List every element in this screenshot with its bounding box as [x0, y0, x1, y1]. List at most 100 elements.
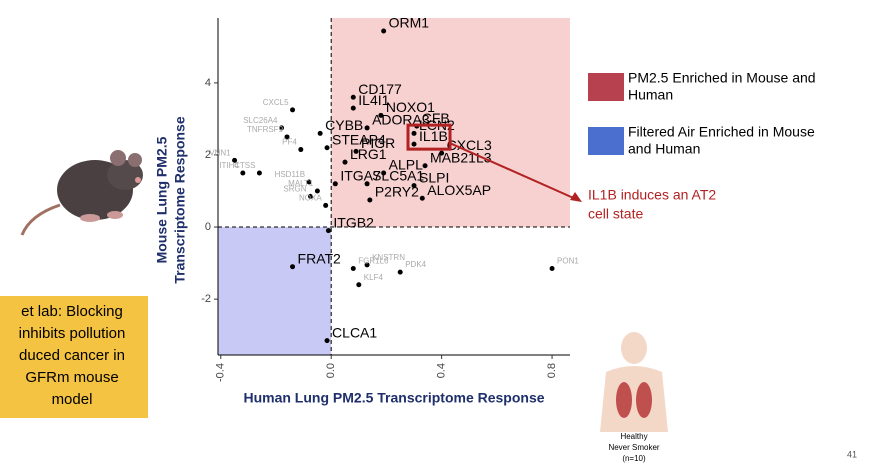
point: [364, 262, 370, 268]
point: [342, 159, 348, 165]
point: [240, 170, 246, 176]
point-label: CD177: [358, 81, 402, 97]
point-label: SRGN: [283, 185, 306, 194]
point: [278, 125, 284, 131]
point-label: PIGR: [361, 135, 395, 151]
point: [397, 269, 403, 275]
highlight-arrow: [449, 142, 579, 201]
point-label: TNFRSF9: [247, 125, 284, 134]
point: [306, 179, 312, 185]
point: [378, 112, 384, 118]
point: [332, 181, 338, 187]
point-label: CXCL5: [263, 98, 289, 107]
point: [324, 338, 330, 344]
annotation: IL1B induces an AT2: [588, 187, 716, 203]
point-label: ITIH4: [219, 161, 239, 170]
point: [356, 282, 362, 288]
point-label: ITGB2: [333, 214, 374, 230]
point-label: SLPI: [419, 169, 449, 185]
point-label: VNN1: [209, 148, 231, 157]
x-tick-label: -0.4: [215, 363, 227, 382]
point-label: PON1: [557, 257, 579, 266]
y-tick-label: -2: [201, 293, 211, 305]
x-tick-label: 0.4: [436, 363, 448, 378]
point: [290, 107, 296, 113]
legend-label: and Human: [628, 141, 700, 157]
point-label: KLF4: [364, 273, 384, 282]
point-label: NOXO1: [386, 99, 435, 115]
point: [350, 105, 356, 111]
legend-label: PM2.5 Enriched in Mouse and: [628, 70, 816, 86]
point: [381, 28, 387, 34]
point-label: LRG1: [350, 146, 387, 162]
point-label: ALPL: [389, 157, 423, 173]
y-axis-title: Transcriptome Response: [172, 116, 188, 283]
point-label: PDK4: [405, 260, 426, 269]
point-label: STEAP4: [332, 131, 386, 147]
point: [549, 265, 555, 271]
point-label: ITGA7: [340, 167, 381, 183]
side-box-text: model: [52, 391, 93, 408]
point-label: KNSTRN: [372, 253, 405, 262]
point: [325, 228, 331, 234]
person-caption: Never Smoker: [608, 443, 659, 452]
legend-label: Human: [628, 87, 673, 103]
legend-swatch: [588, 73, 624, 101]
point: [256, 170, 262, 176]
annotation: cell state: [588, 206, 643, 222]
point-label: SLC5A1: [372, 167, 424, 183]
mouse-icon: [20, 150, 143, 236]
point-label: ALOX5AP: [427, 182, 491, 198]
point-label: ADORA3: [372, 112, 430, 128]
point: [317, 130, 323, 136]
point: [298, 147, 304, 153]
point: [314, 188, 320, 194]
point: [324, 145, 330, 151]
point: [350, 94, 356, 100]
point-label: SLC26A4: [243, 116, 278, 125]
quadrant-pm25: [331, 18, 570, 228]
person-icon: [600, 332, 668, 432]
point-label: P2RY2: [375, 184, 419, 200]
point-label: FRAT2: [298, 250, 342, 266]
y-tick-label: 0: [205, 221, 211, 233]
side-box: [0, 296, 148, 418]
x-tick-label: 0.8: [546, 363, 558, 378]
legend-swatch: [588, 127, 624, 155]
point-label: CLCA1: [332, 324, 377, 340]
point-label: MALT1: [288, 179, 314, 188]
y-axis-title: Mouse Lung PM2.5: [154, 136, 170, 263]
point: [439, 150, 445, 156]
point: [284, 134, 290, 140]
person-caption: (n=10): [622, 454, 646, 463]
point: [419, 195, 425, 201]
y-tick-label: 2: [205, 149, 211, 161]
point-label: MAB21L3: [430, 149, 492, 165]
point: [364, 181, 370, 187]
point: [323, 202, 329, 208]
arrow-head: [570, 192, 582, 202]
side-box-text: GFRm mouse: [25, 369, 118, 386]
point: [307, 193, 313, 199]
point: [353, 148, 359, 154]
person-caption: Healthy: [620, 432, 647, 441]
side-box-text: inhibits pollution: [19, 325, 126, 342]
x-tick-label: 0.0: [325, 363, 337, 378]
point-label: PF4: [282, 138, 297, 147]
point: [381, 170, 387, 176]
point-label: FGR1L6: [358, 257, 389, 266]
point: [350, 265, 356, 271]
highlight-box: [406, 123, 452, 151]
quadrant-filtered: [218, 227, 332, 355]
point: [411, 141, 417, 147]
legend-label: Filtered Air Enriched in Mouse: [628, 124, 815, 140]
point-label: HSD11B: [275, 170, 306, 179]
point: [232, 157, 238, 163]
point-label: CYBB: [325, 117, 363, 133]
page-number: 41: [847, 449, 857, 459]
point-label: IL4I1: [358, 92, 389, 108]
point-label: CTSS: [234, 161, 255, 170]
point: [411, 183, 417, 189]
point-label: IL1B: [419, 128, 448, 144]
